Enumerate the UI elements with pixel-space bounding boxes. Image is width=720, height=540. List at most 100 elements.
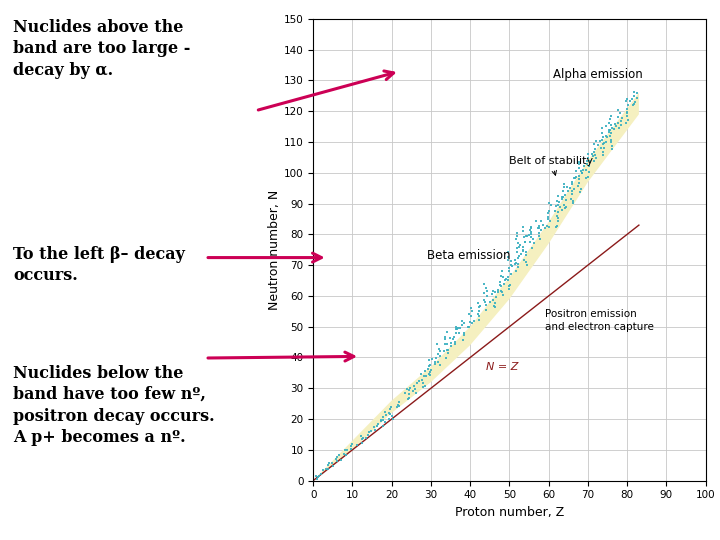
X-axis label: Proton number, Z: Proton number, Z <box>455 506 564 519</box>
Point <box>552 214 564 222</box>
Point <box>569 173 580 182</box>
Text: Nuclides below the
band have too few nº,
positron decay occurs.
A p+ becomes a n: Nuclides below the band have too few nº,… <box>13 364 215 446</box>
Point <box>499 276 510 285</box>
Point <box>518 246 529 254</box>
Point <box>518 238 530 246</box>
Point <box>621 97 632 105</box>
Point <box>494 280 505 289</box>
Point <box>518 226 529 235</box>
Point <box>597 124 608 133</box>
Point <box>459 318 470 327</box>
Text: Positron emission
and electron capture: Positron emission and electron capture <box>545 309 654 332</box>
Point <box>340 446 351 454</box>
Point <box>474 301 485 310</box>
Point <box>392 401 404 409</box>
Point <box>629 87 640 96</box>
Point <box>482 292 493 301</box>
Point <box>415 369 427 378</box>
Point <box>509 259 521 268</box>
Point <box>612 118 624 127</box>
Point <box>311 475 323 483</box>
Point <box>505 270 517 279</box>
Point <box>559 200 570 209</box>
Point <box>607 141 618 150</box>
Point <box>598 138 610 147</box>
Point <box>494 278 505 286</box>
Point <box>405 384 416 393</box>
Point <box>573 160 585 168</box>
Point <box>565 194 577 203</box>
Point <box>480 305 492 314</box>
Point <box>517 247 528 255</box>
Point <box>435 360 446 369</box>
Point <box>463 310 474 319</box>
Point <box>312 473 324 482</box>
Point <box>453 328 464 337</box>
Point <box>513 239 524 247</box>
Point <box>559 180 570 188</box>
Point <box>551 197 562 205</box>
Point <box>489 302 500 311</box>
Point <box>511 248 523 256</box>
Point <box>559 204 571 213</box>
Point <box>447 335 459 344</box>
Point <box>466 306 477 315</box>
Point <box>521 248 532 256</box>
Point <box>486 290 498 299</box>
Point <box>411 379 423 387</box>
Point <box>598 139 609 148</box>
Point <box>510 259 522 267</box>
Point <box>589 150 600 159</box>
Point <box>434 347 446 355</box>
Point <box>612 112 624 121</box>
Point <box>566 187 577 196</box>
Point <box>510 229 522 238</box>
Point <box>533 221 544 230</box>
Point <box>582 149 593 158</box>
Point <box>423 361 435 370</box>
Point <box>526 228 537 237</box>
Point <box>573 174 585 183</box>
Point <box>383 408 395 417</box>
Point <box>519 238 531 247</box>
Point <box>603 126 614 135</box>
Point <box>526 233 537 242</box>
Point <box>611 122 622 131</box>
Point <box>380 411 392 420</box>
Point <box>466 319 477 327</box>
Point <box>504 281 516 290</box>
Point <box>488 301 500 310</box>
Point <box>456 321 468 329</box>
Text: Alpha emission: Alpha emission <box>552 68 642 81</box>
Point <box>498 273 509 281</box>
Point <box>393 397 405 406</box>
Point <box>442 346 454 355</box>
Point <box>525 223 536 232</box>
Point <box>418 379 429 387</box>
Point <box>377 416 389 424</box>
Point <box>372 420 384 429</box>
Point <box>451 329 462 338</box>
Point <box>552 212 563 220</box>
Point <box>527 235 539 244</box>
Point <box>605 138 616 146</box>
Point <box>449 340 461 348</box>
Point <box>544 217 556 225</box>
Point <box>458 329 469 338</box>
Point <box>355 432 366 441</box>
Point <box>520 231 531 240</box>
Point <box>338 450 350 458</box>
Point <box>432 349 444 358</box>
Point <box>474 307 485 315</box>
Point <box>582 156 593 165</box>
Point <box>532 224 544 232</box>
Point <box>495 286 507 295</box>
Point <box>320 465 332 474</box>
Point <box>392 403 403 412</box>
Point <box>420 372 431 380</box>
Point <box>384 405 395 414</box>
Point <box>624 96 635 105</box>
Point <box>402 395 414 404</box>
Point <box>375 416 387 424</box>
Point <box>573 172 585 181</box>
